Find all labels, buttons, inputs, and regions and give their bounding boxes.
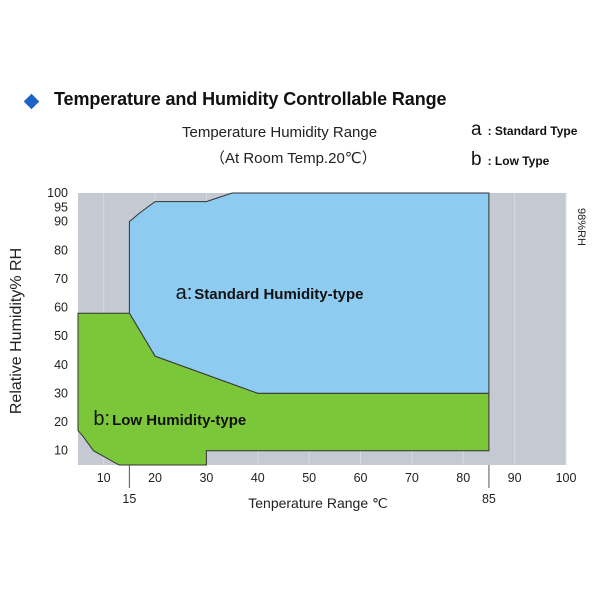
y-tick-label: 95: [54, 200, 68, 214]
y-tick-label: 100: [47, 186, 68, 200]
region-label-prefix: a:: [176, 282, 193, 304]
region-label: b: Low Humidity-type: [93, 408, 246, 430]
legend-letter: b: [471, 149, 482, 170]
chart-subtitle: Temperature Humidity Range: [182, 124, 378, 141]
x-tick-label: 60: [354, 471, 368, 485]
region-labels: a: Standard Humidity-type b: Low Humidity-t…: [93, 282, 363, 430]
x-axis-label: Tenperature Range ℃: [248, 495, 387, 511]
x-tick-label: 80: [456, 471, 470, 485]
legend-item-low: b : Low Type: [471, 149, 549, 171]
x-tick-label: 15: [122, 492, 136, 506]
y-tick-label: 60: [54, 301, 68, 315]
x-tick-label: 70: [405, 471, 419, 485]
x-tick-label: 40: [251, 471, 265, 485]
legend-item-standard: a : Standard Type: [471, 119, 577, 141]
region-label-text: Low Humidity-type: [112, 412, 246, 429]
y-tick-label: 90: [54, 215, 68, 229]
region-label-prefix: b:: [93, 408, 110, 430]
region-label-text: Standard Humidity-type: [194, 286, 363, 303]
x-tick-label: 10: [97, 471, 111, 485]
y-tick-label: 40: [54, 358, 68, 372]
y-tick-label: 20: [54, 415, 68, 429]
x-tick-label: 90: [508, 471, 522, 485]
legend-text: : Standard Type: [487, 124, 578, 138]
legend-text: : Low Type: [487, 154, 550, 168]
y-tick-label: 70: [54, 272, 68, 286]
humidity-regions: [77, 192, 490, 466]
y-tick-label: 10: [54, 444, 68, 458]
x-tick-label: 100: [556, 471, 577, 485]
x-tick-label: 50: [302, 471, 316, 485]
chart-subtitle-note: （At Room Temp.20℃）: [210, 150, 377, 167]
y-tick-label: 80: [54, 243, 68, 257]
x-tick-label: 30: [199, 471, 213, 485]
right-axis-label: 98%RH: [575, 208, 587, 246]
x-tick-label: 85: [482, 492, 496, 506]
x-axis-ticks: 10 20 30 40 50 60 70 80 90 100 15 85: [97, 465, 577, 506]
low-humidity-region: [77, 312, 490, 466]
x-tick-label: 20: [148, 471, 162, 485]
y-tick-label: 50: [54, 329, 68, 343]
legend-letter: a: [471, 119, 482, 140]
y-axis-label: Relative Humidity% RH: [8, 248, 25, 414]
page-title: Temperature and Humidity Controllable Ra…: [54, 89, 447, 109]
y-tick-label: 30: [54, 386, 68, 400]
region-label: a: Standard Humidity-type: [176, 282, 364, 304]
